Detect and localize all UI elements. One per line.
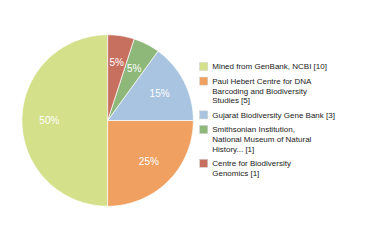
svg-text:15%: 15% — [150, 88, 170, 99]
svg-text:Smithsonian Institution,Nation: Smithsonian Institution,National Museum … — [212, 125, 311, 153]
svg-text:Paul Hebert Centre for DNABarc: Paul Hebert Centre for DNABarcoding and … — [212, 77, 312, 105]
svg-text:Mined from GenBank, NCBI [10]: Mined from GenBank, NCBI [10] — [212, 62, 327, 71]
svg-text:5%: 5% — [127, 63, 142, 74]
svg-text:5%: 5% — [110, 57, 125, 68]
svg-text:25%: 25% — [139, 156, 159, 167]
svg-text:Gujarat Biodiversity Gene Bank: Gujarat Biodiversity Gene Bank [3] — [212, 111, 335, 120]
svg-text:50%: 50% — [39, 115, 59, 126]
svg-text:Centre for BiodiversityGenomic: Centre for BiodiversityGenomics [1] — [212, 159, 291, 178]
